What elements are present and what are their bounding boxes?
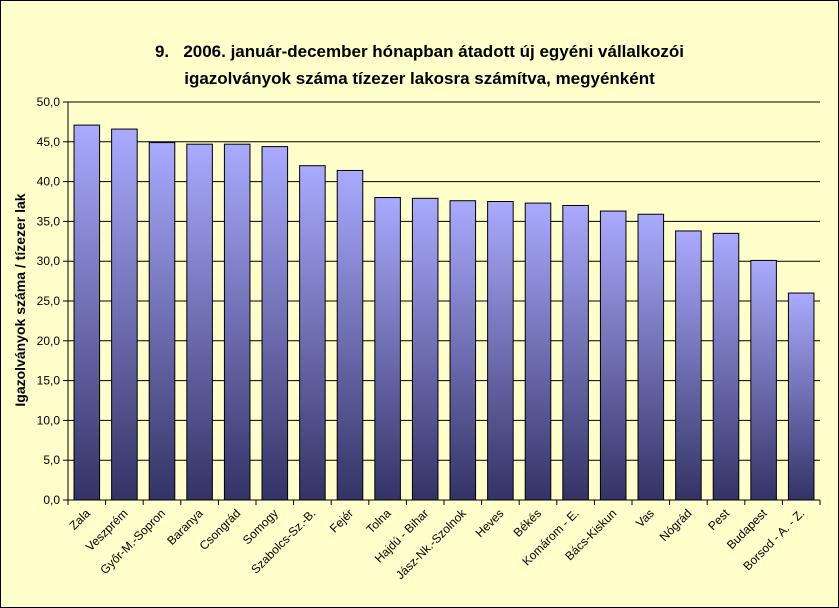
x-tick-label: Pest xyxy=(705,506,732,533)
bar-hajd-bihar xyxy=(411,197,439,501)
bar-szabolcs-sz-b- xyxy=(299,165,326,501)
x-tick-label: Heves xyxy=(473,506,507,540)
bar-tolna xyxy=(374,197,401,501)
x-tick-label: Győr-M.-Sopron xyxy=(97,506,168,577)
x-tick-label: Vas xyxy=(633,506,657,530)
bar-vas xyxy=(637,213,665,501)
bar-zala xyxy=(73,124,101,501)
bar-budapest xyxy=(750,259,777,501)
x-tick-label: Nógrád xyxy=(657,506,695,544)
x-tick-label: Zala xyxy=(67,506,94,533)
x-tick-labels: ZalaVeszprémGyőr-M.-SopronBaranyaCsongrá… xyxy=(67,500,821,583)
bar-kom-rom-e- xyxy=(562,204,589,501)
x-tick-label: Szabolcs-Sz.-B. xyxy=(248,506,318,576)
bar-borsod-a-z- xyxy=(787,292,815,501)
y-tick-label: 10,0 xyxy=(37,413,61,427)
bar-pest xyxy=(712,232,740,501)
bars xyxy=(73,124,815,501)
bar-j-sz-nk-szolnok xyxy=(449,200,477,501)
y-tick-label: 35,0 xyxy=(37,214,61,228)
chart-title-line-1: 9. 2006. január-december hónapban átadot… xyxy=(154,42,685,61)
y-tick-labels: 0,0 5,0 10,0 15,0 20,0 25,0 30,0 35,0 40,0 45,0 50… xyxy=(37,95,68,507)
x-tick-label: Fejér xyxy=(327,506,356,535)
y-tick-label: 5,0 xyxy=(43,453,60,467)
y-tick-label: 40,0 xyxy=(37,175,61,189)
chart-title: 9. 2006. január-december hónapban átadot… xyxy=(0,38,839,92)
y-tick-label: 50,0 xyxy=(37,95,61,109)
y-tick-label: 20,0 xyxy=(37,334,61,348)
x-tick-label: Csongrád xyxy=(197,506,244,553)
bar-n-gr-d xyxy=(675,230,702,501)
x-tick-label: Tolna xyxy=(364,506,394,536)
x-tick-label: Békés xyxy=(511,506,544,539)
gridlines xyxy=(68,101,820,461)
y-tick-label: 25,0 xyxy=(37,294,61,308)
y-tick-label: 15,0 xyxy=(37,374,61,388)
bar-fej-r xyxy=(336,169,364,501)
bar-b-k-s xyxy=(524,202,552,501)
bar-veszpr-m xyxy=(111,128,138,501)
bar-baranya xyxy=(186,143,213,501)
bar-gy-r-m-sopron xyxy=(148,142,176,501)
y-tick-label: 0,0 xyxy=(43,493,60,507)
y-tick-label: 45,0 xyxy=(37,135,61,149)
bar-somogy xyxy=(261,146,289,501)
x-tick-label: Jász-Nk.-Szolnok xyxy=(393,506,470,583)
chart-title-line-2: igazolványok száma tízezer lakosra számí… xyxy=(184,69,655,88)
bar-csongr-d xyxy=(223,143,251,501)
bar-b-cs-kiskun xyxy=(599,210,627,501)
bar-heves xyxy=(487,201,514,501)
y-tick-label: 30,0 xyxy=(37,254,61,268)
